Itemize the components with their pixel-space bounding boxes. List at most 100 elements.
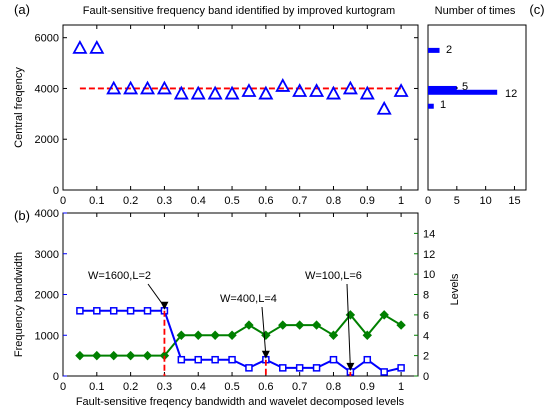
data-point-a bbox=[190, 85, 206, 100]
data-point-bandwidth bbox=[228, 355, 236, 364]
x-tick-label-c: 15 bbox=[508, 195, 520, 207]
right-y-tick-label-b: 12 bbox=[423, 249, 435, 261]
x-tick-label-a: 0.9 bbox=[360, 195, 375, 207]
data-point-a bbox=[325, 85, 341, 100]
right-y-tick-label-b: 2 bbox=[423, 351, 429, 363]
x-tick-label-b: 1 bbox=[398, 381, 404, 393]
data-point-bandwidth bbox=[177, 355, 186, 364]
right-y-tick-label-b: 8 bbox=[423, 290, 429, 302]
y-axis-label-a: Central freqency bbox=[13, 67, 25, 148]
chart-title-a: Fault-sensitive frequency band identifie… bbox=[83, 5, 395, 17]
data-point-levels bbox=[142, 350, 153, 361]
x-axis-label-b: Fault-sensitive freqency bandwidth and w… bbox=[76, 396, 405, 408]
data-point-bandwidth bbox=[295, 364, 304, 372]
data-point-levels bbox=[109, 350, 119, 361]
data-point-a bbox=[241, 83, 257, 97]
plot-frame-a bbox=[62, 24, 419, 191]
series-line-bandwidth bbox=[79, 309, 402, 374]
data-point-bandwidth bbox=[211, 355, 219, 364]
data-point-bandwidth bbox=[109, 307, 118, 315]
chart-title-c: Number of times bbox=[435, 5, 516, 17]
left-y-tick-label-b: 4000 bbox=[35, 208, 59, 220]
data-point-bandwidth bbox=[143, 307, 152, 315]
data-point-levels bbox=[92, 350, 102, 361]
right-y-tick-label-b: 10 bbox=[423, 269, 435, 281]
annotation-label: W=1600,L=2 bbox=[88, 270, 151, 282]
panel-c: 0 5 10 15 2 5 12 1 Number of times (c) bbox=[425, 2, 545, 207]
x-tick-label-b: 0.1 bbox=[89, 381, 104, 393]
left-y-tick-label-b: 2000 bbox=[35, 290, 59, 302]
x-tick-label-a: 1 bbox=[398, 195, 404, 207]
y-tick-label-a: 0 bbox=[53, 185, 59, 197]
panel-label-a: (a) bbox=[14, 2, 30, 17]
data-point-bandwidth bbox=[380, 368, 388, 376]
data-point-bandwidth bbox=[279, 364, 287, 372]
series-line-levels bbox=[79, 313, 402, 357]
data-point-a bbox=[207, 85, 223, 100]
x-tick-label-a: 0.5 bbox=[224, 195, 239, 207]
data-point-levels bbox=[210, 330, 220, 340]
x-tick-label-b: 0 bbox=[60, 381, 66, 393]
x-tick-label-b: 0.8 bbox=[326, 381, 341, 393]
data-point-levels bbox=[362, 330, 372, 340]
x-tick-label-a: 0.4 bbox=[191, 195, 206, 207]
data-point-levels bbox=[294, 320, 305, 330]
data-point-bandwidth bbox=[363, 355, 372, 364]
bar-value-label-c: 5 bbox=[462, 81, 468, 93]
x-tick-label-a: 0.3 bbox=[157, 195, 172, 207]
y-tick-label-a: 2000 bbox=[35, 134, 59, 146]
panel-b: 0 0.1 0.2 0.3 0.4 0.5 0.6 0.7 0.8 0.9 101000200030… bbox=[13, 208, 461, 408]
data-point-bandwidth bbox=[245, 364, 253, 372]
data-point-a bbox=[258, 85, 274, 100]
annotation-arrow-head bbox=[160, 301, 169, 310]
left-y-tick-label-b: 0 bbox=[53, 371, 59, 383]
data-point-levels bbox=[311, 320, 322, 330]
data-point-levels bbox=[278, 320, 288, 330]
x-tick-label-c: 10 bbox=[480, 195, 492, 207]
data-point-a bbox=[72, 39, 88, 54]
bar-value-label-c: 12 bbox=[505, 88, 517, 100]
x-tick-label-a: 0.7 bbox=[292, 195, 307, 207]
x-tick-label-a: 0.8 bbox=[326, 195, 341, 207]
bar-c bbox=[428, 103, 434, 109]
data-point-a bbox=[89, 39, 105, 54]
data-point-bandwidth bbox=[329, 355, 338, 364]
data-point-levels bbox=[193, 330, 203, 340]
data-point-levels bbox=[328, 330, 339, 340]
x-tick-label-b: 0.9 bbox=[360, 381, 375, 393]
annotation-arrow-line bbox=[346, 283, 351, 368]
data-point-levels bbox=[227, 330, 237, 340]
annotation-arrow-line bbox=[261, 306, 267, 356]
data-point-levels bbox=[75, 350, 85, 361]
x-tick-label-c: 5 bbox=[454, 195, 460, 207]
data-point-a bbox=[359, 85, 375, 100]
bar-value-label-c: 1 bbox=[440, 99, 446, 111]
annotation-arrow-head bbox=[261, 350, 270, 359]
x-tick-label-b: 0.4 bbox=[191, 381, 206, 393]
data-point-a bbox=[275, 78, 291, 92]
y-tick-label-a: 6000 bbox=[35, 33, 59, 45]
left-y-tick-label-b: 3000 bbox=[35, 249, 59, 261]
panel-label-c: (c) bbox=[529, 2, 544, 17]
right-y-tick-label-b: 0 bbox=[423, 371, 429, 383]
data-point-levels bbox=[176, 330, 187, 340]
data-point-a bbox=[342, 80, 358, 95]
right-y-axis-label-b: Levels bbox=[449, 273, 461, 305]
x-tick-label-b: 0.2 bbox=[123, 381, 138, 393]
x-tick-label-a: 0 bbox=[60, 195, 66, 207]
x-tick-label-a: 0.2 bbox=[123, 195, 138, 207]
panel-a: 0 0.1 0.2 0.3 0.4 0.5 0.6 0.7 0.8 0.9 1 0 2000 4000 60… bbox=[13, 2, 419, 207]
data-point-a bbox=[140, 80, 156, 95]
data-point-a bbox=[376, 100, 392, 115]
data-point-bandwidth bbox=[76, 307, 84, 315]
data-point-a bbox=[106, 80, 122, 95]
data-point-a bbox=[173, 85, 189, 100]
bar-c bbox=[428, 85, 457, 91]
data-point-bandwidth bbox=[397, 364, 405, 372]
data-point-levels bbox=[125, 350, 136, 361]
data-point-a bbox=[123, 80, 139, 95]
x-tick-label-c: 0 bbox=[425, 195, 431, 207]
x-tick-label-b: 0.7 bbox=[292, 381, 307, 393]
data-point-a bbox=[224, 85, 240, 100]
